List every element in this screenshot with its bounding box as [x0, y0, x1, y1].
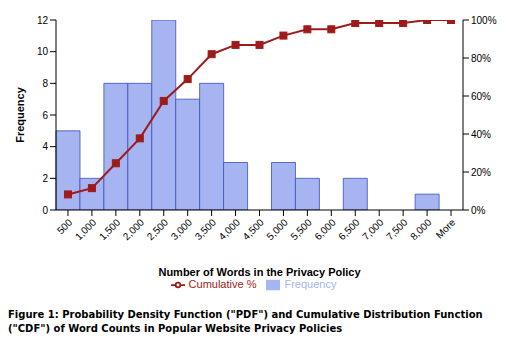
svg-text:1,000: 1,000: [73, 216, 99, 242]
svg-text:500: 500: [55, 216, 75, 236]
svg-text:3,500: 3,500: [193, 216, 219, 242]
svg-text:7,500: 7,500: [384, 216, 410, 242]
svg-text:12: 12: [37, 15, 49, 26]
svg-text:Frequency: Frequency: [14, 86, 26, 143]
svg-text:2,000: 2,000: [121, 216, 147, 242]
svg-text:2,500: 2,500: [145, 216, 171, 242]
svg-text:0%: 0%: [471, 205, 486, 216]
svg-text:40%: 40%: [471, 129, 491, 140]
svg-text:6,000: 6,000: [312, 216, 338, 242]
html-text:Cumulative %: Cumulative %: [188, 278, 257, 290]
svg-text:4,500: 4,500: [240, 216, 266, 242]
svg-text:60%: 60%: [471, 91, 491, 102]
svg-text:4: 4: [42, 141, 48, 152]
svg-text:Number of Words in the Privacy: Number of Words in the Privacy Policy: [158, 266, 361, 278]
svg-text:100%: 100%: [471, 15, 497, 26]
svg-text:8: 8: [42, 78, 48, 89]
html-text:Figure 1: Probability Density: Figure 1: Probability Density Function (…: [8, 309, 483, 334]
html-text:Frequency: Frequency: [284, 278, 337, 290]
svg-text:4,000: 4,000: [217, 216, 243, 242]
svg-text:3,000: 3,000: [169, 216, 195, 242]
svg-text:5,500: 5,500: [288, 216, 314, 242]
svg-text:5,000: 5,000: [264, 216, 290, 242]
svg-text:80%: 80%: [471, 53, 491, 64]
svg-text:10: 10: [37, 46, 49, 57]
svg-text:20%: 20%: [471, 167, 491, 178]
svg-text:1,500: 1,500: [97, 216, 123, 242]
svg-text:2: 2: [42, 173, 48, 184]
svg-text:0: 0: [42, 205, 48, 216]
svg-text:6: 6: [42, 110, 48, 121]
svg-text:8,000: 8,000: [408, 216, 434, 242]
svg-text:More: More: [434, 216, 458, 240]
svg-text:7,000: 7,000: [360, 216, 386, 242]
svg-text:6,500: 6,500: [336, 216, 362, 242]
